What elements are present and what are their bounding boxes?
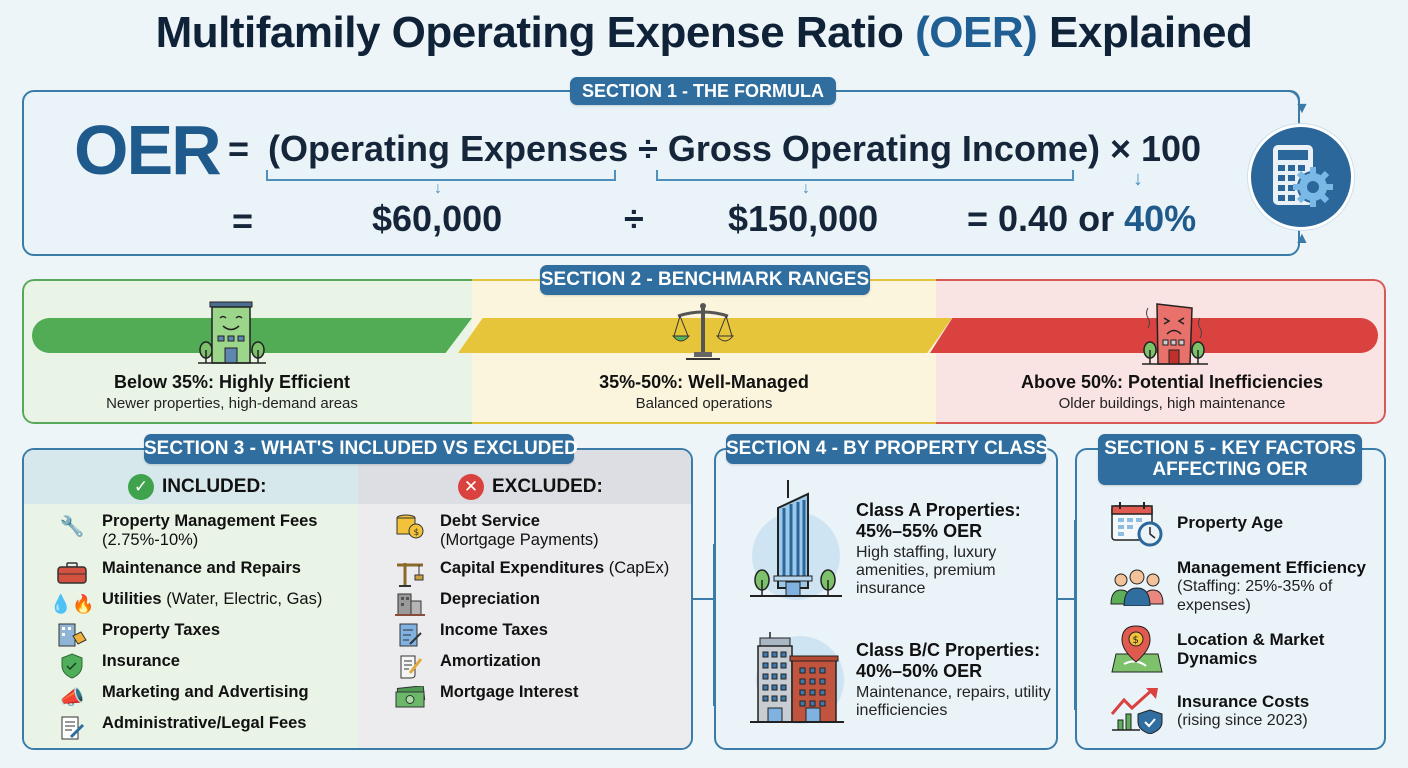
excluded-item: Depreciation: [390, 590, 540, 618]
benchmark-subtitle-well-managed: Balanced operations: [635, 395, 773, 412]
skyscraper-icon: [748, 478, 844, 605]
old-building-icon: [390, 590, 430, 618]
arrow-down-icon: ▼: [1294, 100, 1310, 117]
excluded-item: $ Debt Service (Mortgage Payments): [390, 512, 599, 550]
arrow-down-icon: ↓: [1133, 168, 1143, 190]
arrow-up-icon: ▲: [1294, 230, 1310, 247]
included-item: Insurance: [52, 652, 180, 680]
connector-line: [1058, 598, 1076, 600]
section-key-factors: [1075, 448, 1386, 750]
scroll-pen-icon: [390, 652, 430, 680]
tax-form-icon: [390, 621, 430, 649]
section-1-label: SECTION 1 - THE FORMULA: [570, 77, 836, 105]
section-5-label: SECTION 5 - KEY FACTORS AFFECTING OER: [1098, 434, 1362, 485]
included-item: 📣 Marketing and Advertising: [52, 683, 309, 711]
included-item: Administrative/Legal Fees: [52, 714, 307, 742]
calendar-clock-icon: [1110, 500, 1164, 553]
x-circle-icon: ✕: [458, 474, 484, 500]
coin-stack-icon: $: [390, 512, 430, 540]
benchmark-title-efficient: Below 35%: Highly Efficient: [113, 372, 351, 392]
formula-expression: (Operating Expenses ÷ Gross Operating In…: [268, 128, 1202, 169]
water-fire-icon: 💧 🔥: [49, 593, 95, 614]
factor-location-market: Location & Market Dynamics: [1177, 630, 1325, 668]
connector-line: [836, 90, 1300, 104]
balance-scale-icon: [671, 302, 735, 367]
shield-check-icon: [52, 652, 92, 680]
excluded-header: ✕ EXCLUDED:: [458, 474, 603, 500]
benchmark-title-well-managed: 35%-50%: Well-Managed: [599, 372, 809, 392]
benchmark-title-inefficient: Above 50%: Potential Inefficiencies: [1020, 372, 1324, 392]
section-2-label: SECTION 2 - BENCHMARK RANGES: [540, 265, 870, 295]
rising-chart-shield-icon: [1110, 686, 1164, 739]
arrow-down-icon: ↓: [802, 180, 810, 197]
excluded-item: Amortization: [390, 652, 541, 680]
included-item: Maintenance and Repairs: [52, 559, 301, 587]
equals-sign: =: [228, 128, 250, 169]
svg-text:$: $: [1133, 635, 1139, 646]
document-pen-icon: [52, 714, 92, 742]
excluded-item: Income Taxes: [390, 621, 548, 649]
crane-icon: [390, 559, 430, 587]
benchmark-subtitle-efficient: Newer properties, high-demand areas: [106, 395, 358, 412]
included-item: 🔧 Property Management Fees (2.75%-10%): [52, 512, 318, 550]
connector-line: [693, 598, 713, 600]
divide-sign: ÷: [624, 198, 644, 239]
excluded-item: Mortgage Interest: [390, 683, 578, 711]
arrow-down-icon: ↓: [434, 180, 442, 197]
page-title: Multifamily Operating Expense Ratio (OER…: [155, 8, 1253, 57]
toolbox-icon: [52, 559, 92, 587]
class-bc-info: Class B/C Properties: 40%–50% OER Mainte…: [856, 640, 1051, 719]
section-3-label: SECTION 3 - WHAT'S INCLUDED VS EXCLUDED: [144, 434, 578, 464]
operating-expenses-value: $60,000: [372, 198, 503, 239]
formula-result: = 0.40 or 40%: [967, 198, 1197, 239]
megaphone-icon: 📣: [59, 686, 85, 709]
cash-icon: [390, 683, 430, 711]
svg-text:$: $: [414, 528, 420, 538]
distressed-building-icon: [1142, 300, 1208, 371]
brace-operating-expenses: [266, 170, 616, 181]
section-formula: [22, 90, 1300, 256]
oer-label: OER: [74, 111, 222, 189]
gross-income-value: $150,000: [728, 198, 879, 239]
apartment-buildings-icon: [750, 630, 844, 731]
check-circle-icon: ✓: [128, 474, 154, 500]
section-included-excluded: [22, 448, 693, 750]
included-item: 💧 🔥 Utilities (Water, Electric, Gas): [49, 590, 323, 618]
class-a-info: Class A Properties: 45%–55% OER High sta…: [856, 500, 1021, 597]
included-header: ✓ INCLUDED:: [128, 474, 267, 500]
brace-gross-income: [656, 170, 1074, 181]
benchmark-subtitle-inefficient: Older buildings, high maintenance: [1058, 395, 1286, 412]
factor-insurance-costs: Insurance Costs (rising since 2023): [1177, 692, 1310, 729]
factor-property-age: Property Age: [1177, 513, 1284, 532]
section-4-label: SECTION 4 - BY PROPERTY CLASS: [726, 434, 1048, 464]
excluded-item: Capital Expenditures (CapEx): [390, 559, 669, 587]
wrench-coin-icon: 🔧: [59, 515, 85, 538]
map-pin-dollar-icon: $: [1110, 624, 1164, 679]
factor-management-efficiency: Management Efficiency (Staffing: 25%-35%…: [1177, 558, 1366, 614]
equals-sign-row2: =: [232, 200, 254, 241]
included-item: Property Taxes: [52, 621, 220, 649]
building-tag-icon: [52, 621, 92, 649]
calculator-gear-icon: [1248, 124, 1354, 230]
team-icon: [1110, 566, 1164, 611]
happy-building-icon: [198, 300, 266, 371]
